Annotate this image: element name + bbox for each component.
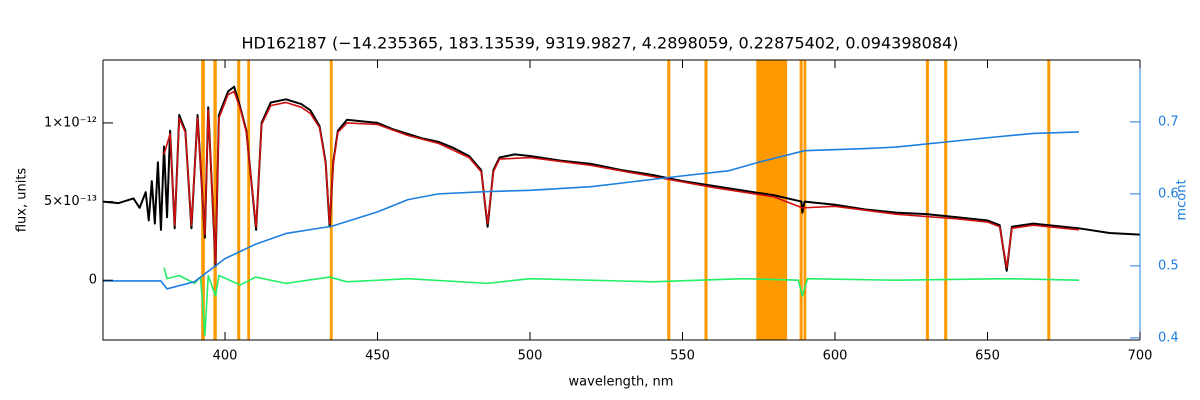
y-tick-label: 5×10⁻¹³ bbox=[44, 194, 97, 209]
spectrum-line bbox=[103, 131, 1080, 290]
x-tick-label: 500 bbox=[518, 349, 543, 364]
mask-band bbox=[247, 60, 251, 340]
mask-band bbox=[925, 60, 929, 340]
y2-axis-label: mcont bbox=[1175, 179, 1190, 220]
mask-band bbox=[1047, 60, 1051, 340]
y2-tick-label: 0.5 bbox=[1158, 258, 1179, 273]
x-tick-label: 700 bbox=[1128, 349, 1153, 364]
chart-title: HD162187 (−14.235365, 183.13539, 9319.98… bbox=[242, 34, 959, 53]
plot-frame bbox=[102, 60, 1140, 341]
x-tick-label: 550 bbox=[670, 349, 695, 364]
mask-band bbox=[213, 60, 217, 340]
mask-band bbox=[704, 60, 708, 340]
y-tick-label: 0 bbox=[89, 273, 97, 288]
y-axis-label: flux, units bbox=[15, 168, 30, 233]
mask-band bbox=[667, 60, 671, 340]
mask-band bbox=[944, 60, 948, 340]
mask-band bbox=[803, 60, 807, 340]
x-tick-label: 600 bbox=[823, 349, 848, 364]
spectrum-line bbox=[163, 267, 1080, 337]
mask-band bbox=[237, 60, 241, 340]
x-tick-label: 450 bbox=[365, 349, 390, 364]
y2-tick-label: 0.6 bbox=[1158, 186, 1179, 201]
y-tick-label: 1×10⁻¹² bbox=[44, 115, 97, 130]
x-tick-label: 650 bbox=[975, 349, 1000, 364]
mask-band bbox=[799, 60, 803, 340]
x-axis-label: wavelength, nm bbox=[569, 375, 674, 390]
y2-tick-label: 0.4 bbox=[1158, 330, 1179, 345]
spectrum-line bbox=[163, 90, 1080, 269]
x-tick-label: 400 bbox=[213, 349, 238, 364]
y2-tick-label: 0.7 bbox=[1158, 114, 1179, 129]
